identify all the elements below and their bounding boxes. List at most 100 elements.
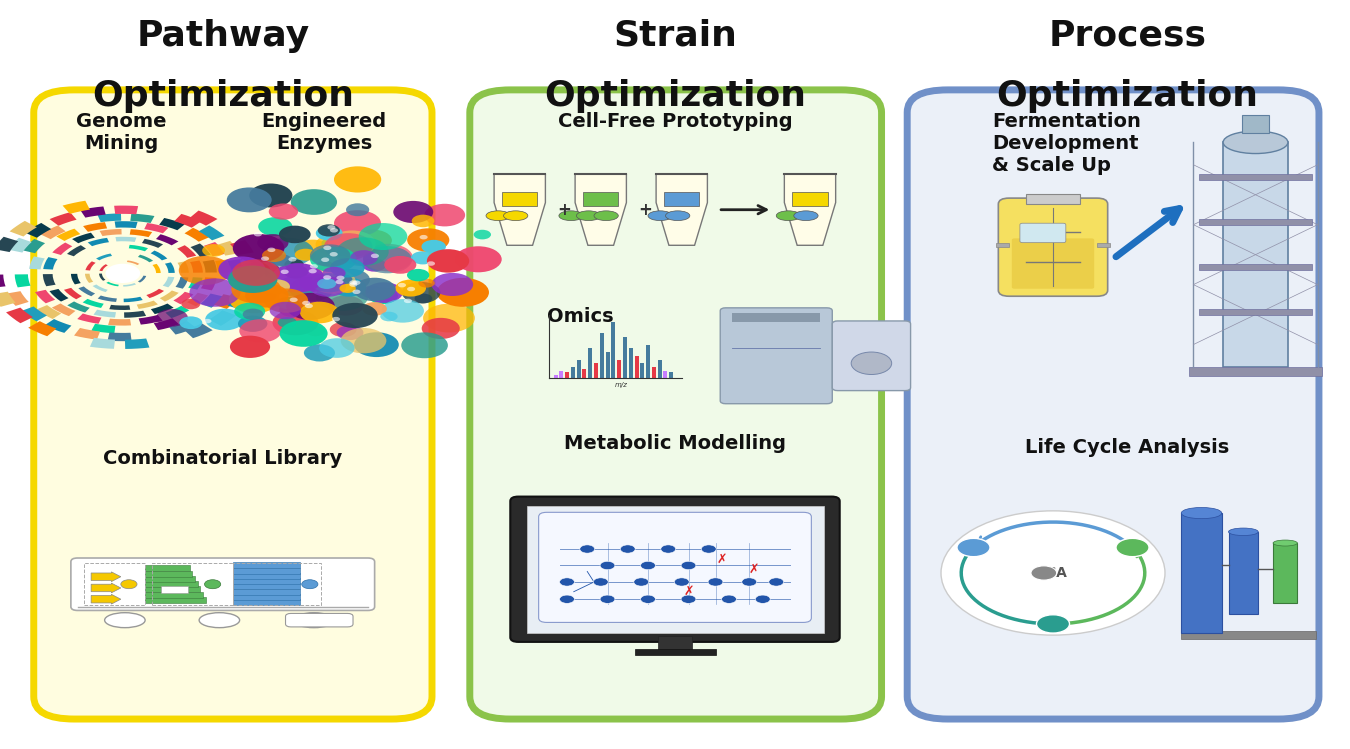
Bar (670, 372, 674, 378)
Circle shape (408, 287, 416, 291)
Wedge shape (100, 264, 108, 271)
FancyBboxPatch shape (1021, 223, 1066, 243)
Circle shape (682, 562, 697, 570)
Circle shape (251, 288, 277, 303)
Bar (1096, 243, 1110, 247)
Circle shape (205, 580, 221, 589)
Circle shape (427, 249, 470, 273)
Circle shape (332, 278, 366, 297)
Bar (234, 583, 301, 589)
Circle shape (420, 235, 428, 240)
Wedge shape (177, 245, 196, 258)
Circle shape (284, 265, 308, 279)
Wedge shape (157, 234, 178, 246)
Bar (554, 374, 558, 378)
Bar (153, 563, 234, 605)
Ellipse shape (1273, 540, 1297, 546)
Circle shape (321, 237, 344, 249)
Wedge shape (240, 258, 259, 272)
Wedge shape (50, 212, 77, 225)
Circle shape (408, 228, 450, 252)
Circle shape (423, 303, 475, 333)
Bar (1199, 174, 1312, 180)
Text: ✗: ✗ (717, 553, 728, 566)
Ellipse shape (559, 211, 583, 221)
Circle shape (323, 246, 331, 250)
Circle shape (336, 237, 389, 266)
Bar (1199, 309, 1312, 315)
Circle shape (323, 275, 331, 279)
Wedge shape (7, 291, 28, 306)
Circle shape (621, 545, 634, 553)
Bar (234, 562, 301, 568)
Circle shape (265, 288, 308, 313)
Bar (1199, 219, 1312, 225)
Circle shape (234, 268, 266, 285)
Circle shape (271, 263, 324, 292)
Circle shape (328, 231, 375, 257)
Wedge shape (201, 294, 223, 308)
Circle shape (285, 259, 304, 270)
Wedge shape (57, 228, 80, 241)
Wedge shape (126, 339, 150, 349)
Ellipse shape (200, 613, 240, 628)
Bar (583, 192, 618, 206)
Circle shape (340, 328, 386, 354)
Circle shape (702, 545, 716, 553)
Bar (162, 586, 189, 593)
Wedge shape (63, 288, 82, 300)
Ellipse shape (1181, 508, 1222, 518)
Circle shape (202, 244, 225, 257)
Circle shape (180, 316, 202, 329)
Circle shape (437, 278, 489, 307)
Circle shape (333, 210, 381, 236)
Circle shape (398, 283, 406, 288)
Text: Optimization: Optimization (92, 79, 354, 112)
Circle shape (281, 270, 289, 274)
Polygon shape (656, 175, 707, 246)
Circle shape (327, 225, 335, 230)
Circle shape (366, 282, 402, 303)
Wedge shape (151, 303, 174, 314)
Circle shape (294, 240, 332, 261)
Circle shape (350, 282, 358, 287)
Circle shape (279, 320, 328, 347)
Wedge shape (108, 318, 131, 326)
Wedge shape (8, 237, 31, 252)
Circle shape (230, 336, 270, 358)
Circle shape (316, 282, 369, 311)
Ellipse shape (1223, 131, 1288, 154)
Circle shape (382, 299, 424, 323)
Circle shape (328, 296, 363, 315)
Wedge shape (163, 276, 174, 288)
Circle shape (301, 580, 319, 589)
Ellipse shape (105, 613, 146, 628)
Wedge shape (9, 221, 36, 237)
Bar (146, 597, 207, 603)
Text: ✗: ✗ (748, 562, 759, 576)
Bar (617, 360, 621, 378)
Circle shape (157, 309, 188, 327)
Wedge shape (146, 289, 165, 298)
Ellipse shape (776, 211, 801, 221)
Wedge shape (215, 259, 231, 273)
Circle shape (294, 249, 316, 261)
Circle shape (279, 303, 305, 317)
Circle shape (306, 326, 325, 336)
Wedge shape (100, 229, 122, 236)
Wedge shape (82, 299, 104, 308)
Ellipse shape (594, 211, 618, 221)
FancyBboxPatch shape (286, 613, 354, 627)
Circle shape (335, 279, 343, 284)
Wedge shape (77, 314, 101, 324)
Wedge shape (97, 296, 117, 302)
Circle shape (768, 578, 783, 586)
Wedge shape (115, 205, 138, 214)
Circle shape (316, 261, 335, 271)
Wedge shape (228, 259, 244, 273)
Circle shape (350, 280, 358, 285)
Circle shape (641, 595, 655, 604)
Circle shape (707, 578, 724, 586)
Wedge shape (124, 297, 143, 302)
Wedge shape (109, 305, 130, 310)
